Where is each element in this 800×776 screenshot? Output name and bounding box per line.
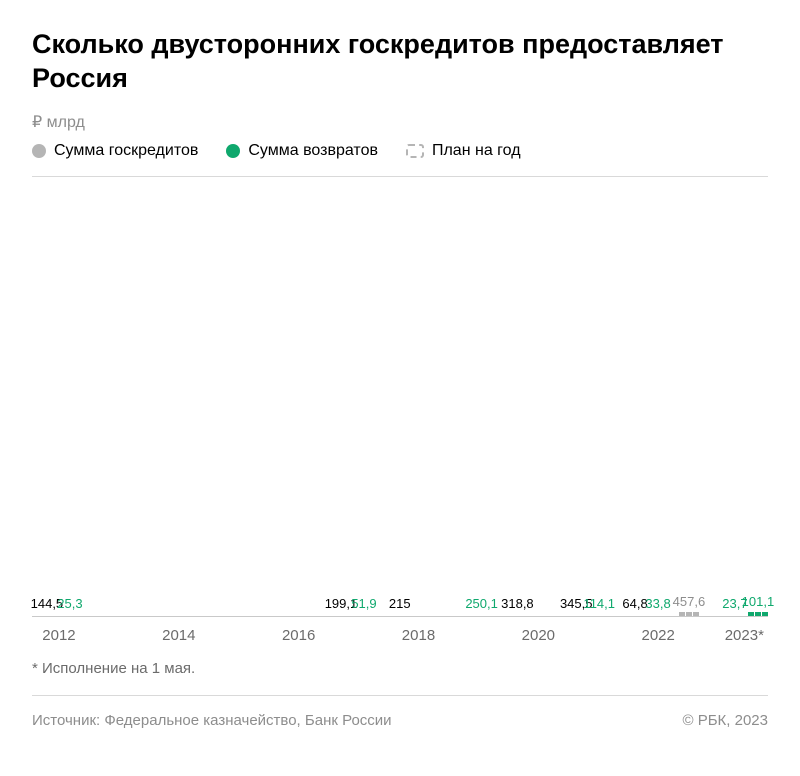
bar-label: 33,8	[645, 596, 670, 611]
source-row: Источник: Федеральное казначейство, Банк…	[32, 712, 768, 729]
legend: Сумма госкредитов Сумма возвратов План н…	[32, 142, 768, 177]
bar-label: 101,1	[742, 594, 775, 609]
x-tick	[451, 627, 505, 644]
source-text: Источник: Федеральное казначейство, Банк…	[32, 712, 392, 729]
x-tick	[571, 627, 625, 644]
x-tick: 2012	[32, 627, 86, 644]
bar-label: 215	[389, 596, 411, 611]
bar-label: 25,3	[57, 596, 82, 611]
bars-container: 144,525,3199,151,9215250,1318,8345,5114,…	[32, 207, 768, 616]
x-tick: 2014	[152, 627, 206, 644]
legend-credit-label: Сумма госкредитов	[54, 142, 198, 160]
legend-plan: План на год	[406, 142, 521, 160]
chart-title: Сколько двусторонних госкредитов предост…	[32, 28, 768, 96]
bar-label: 51,9	[351, 596, 376, 611]
x-tick: 2016	[272, 627, 326, 644]
chart-unit: ₽ млрд	[32, 112, 768, 132]
legend-credit-dot	[32, 144, 46, 158]
x-tick: 2023*	[691, 627, 768, 644]
x-tick: 2018	[392, 627, 446, 644]
legend-return-label: Сумма возвратов	[248, 142, 378, 160]
legend-plan-box	[406, 144, 424, 158]
x-tick	[92, 627, 146, 644]
x-tick: 2020	[511, 627, 565, 644]
copyright-text: © РБК, 2023	[682, 712, 768, 729]
footnote: * Исполнение на 1 мая.	[32, 660, 768, 696]
bar-label: 114,1	[583, 596, 615, 611]
x-tick	[332, 627, 386, 644]
bar-label: 318,8	[501, 596, 534, 611]
bar-label: 457,6	[673, 594, 706, 609]
x-tick	[212, 627, 266, 644]
legend-credit: Сумма госкредитов	[32, 142, 198, 160]
legend-return: Сумма возвратов	[226, 142, 378, 160]
x-tick: 2022	[631, 627, 685, 644]
chart-area: 144,525,3199,151,9215250,1318,8345,5114,…	[32, 207, 768, 617]
bar-label: 250,1	[465, 596, 498, 611]
bar-label: 64,8	[622, 596, 647, 611]
bar-group: 457,623,7101,1	[679, 612, 768, 616]
x-axis: 2012 2014 2016 2018 2020 2022 2023*	[32, 627, 768, 644]
bar: 101,1	[748, 612, 768, 616]
legend-return-dot	[226, 144, 240, 158]
legend-plan-label: План на год	[432, 142, 521, 160]
bar: 457,6	[679, 612, 699, 616]
